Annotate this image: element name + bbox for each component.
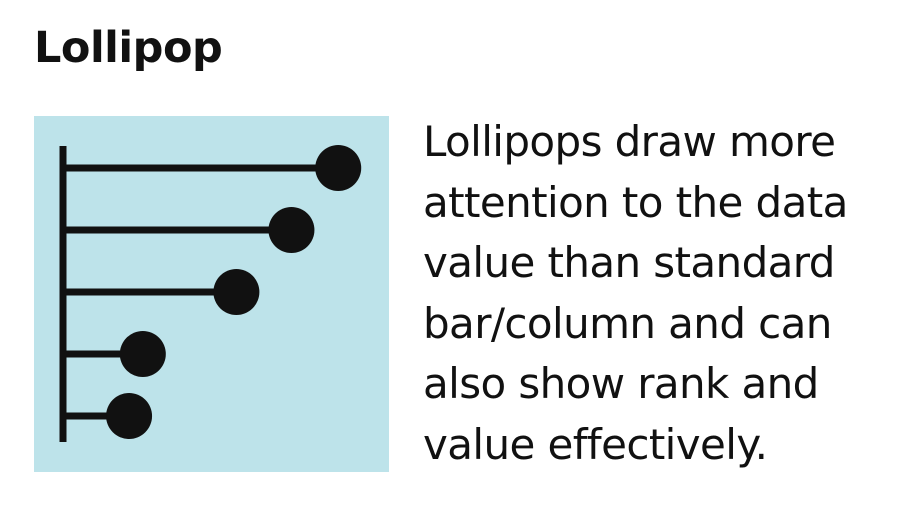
chart-description: Lollipops draw more attention to the dat… [423,117,848,469]
lollipop-head [213,269,260,315]
chart-type-title: Lollipop [34,23,223,73]
lollipop-head [119,331,166,377]
lollipop-head [315,145,362,191]
lollipop-chart-icon [34,116,389,472]
lollipop-head [268,207,315,253]
lollipop-icon-panel [34,116,389,472]
lollipop-head [106,393,153,439]
